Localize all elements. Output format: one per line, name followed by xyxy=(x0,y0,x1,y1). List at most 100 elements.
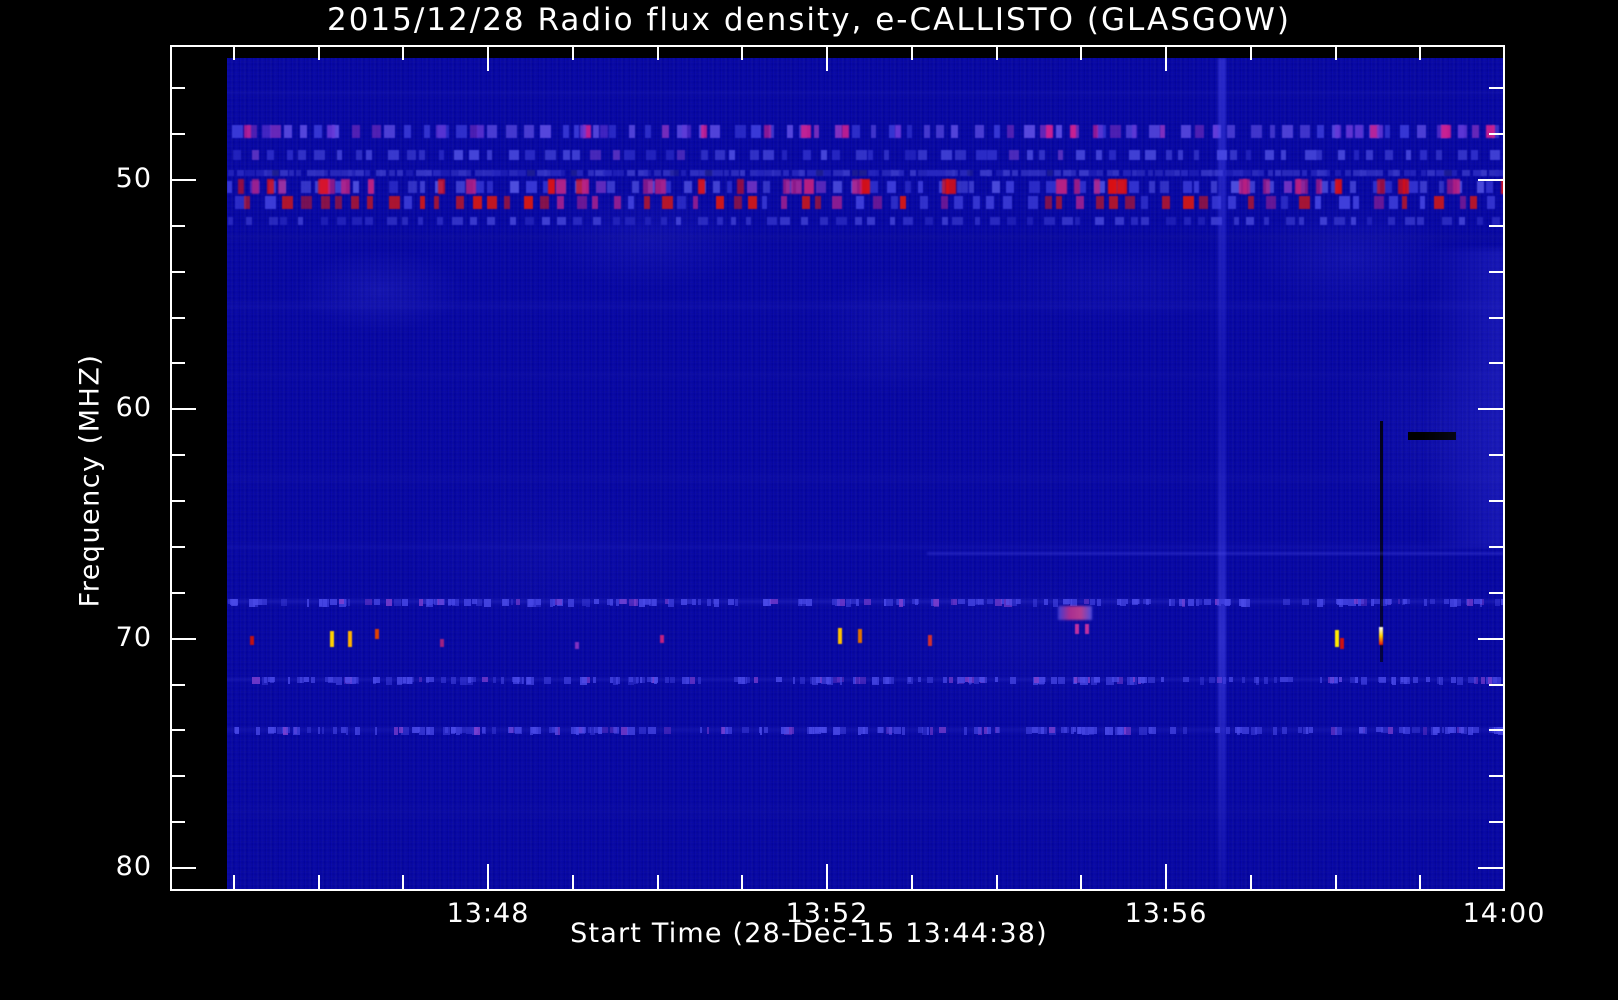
rfi-spot xyxy=(314,125,322,139)
rfi-spot xyxy=(524,149,535,160)
rfi-hot-spot xyxy=(1376,178,1385,194)
rfi-hot-spot xyxy=(466,178,477,194)
rfi-spot xyxy=(572,217,582,226)
speckle xyxy=(1436,676,1441,684)
rfi-spot xyxy=(1039,149,1045,160)
speckle xyxy=(950,598,953,606)
speckle xyxy=(721,727,725,734)
rfi-spot xyxy=(571,170,581,177)
rfi-spot xyxy=(1200,170,1212,177)
rfi-spot xyxy=(509,149,520,160)
x-tick-49-minor xyxy=(571,45,574,60)
rfi-spot xyxy=(540,125,552,139)
speckle xyxy=(1182,676,1190,683)
speckle xyxy=(249,598,255,607)
rfi-spot xyxy=(681,170,687,177)
speckle xyxy=(734,676,742,683)
rfi-spot xyxy=(1227,125,1236,139)
rfi-spot xyxy=(371,125,381,139)
rfi-spot xyxy=(365,217,374,226)
speckle xyxy=(857,727,861,736)
speckle xyxy=(1235,727,1243,733)
speckle xyxy=(832,676,840,684)
rfi-spot xyxy=(986,170,992,177)
speckle xyxy=(1423,598,1427,606)
rfi-spot xyxy=(960,170,971,177)
rfi-spot xyxy=(1384,125,1390,139)
rfi-spot xyxy=(1194,149,1200,160)
rfi-spot xyxy=(588,170,595,177)
rfi-spot xyxy=(907,125,913,139)
speckle xyxy=(964,727,968,735)
speckle xyxy=(1412,676,1418,683)
speckle xyxy=(1495,598,1501,607)
rfi-spot xyxy=(451,217,463,226)
speckle xyxy=(599,727,603,734)
rfi-spot xyxy=(882,170,894,177)
rfi-hot-spot xyxy=(655,178,666,194)
speckle xyxy=(819,676,822,684)
speckle xyxy=(856,598,859,607)
rfi-hot-spot xyxy=(367,178,375,194)
speckle xyxy=(1168,598,1171,606)
rfi-spot xyxy=(1039,125,1051,139)
rfi-spot xyxy=(910,170,917,177)
speckle xyxy=(627,727,635,735)
rfi-spot xyxy=(956,180,968,193)
rfi-spot xyxy=(1405,217,1416,226)
rfi-spot xyxy=(1012,170,1019,177)
speckle xyxy=(517,676,523,684)
rfi-spot xyxy=(1268,170,1274,177)
rfi-spot xyxy=(351,125,360,139)
rfi-spot xyxy=(227,170,234,177)
speckle xyxy=(763,727,768,734)
rfi-spot xyxy=(699,170,707,177)
rfi-spot xyxy=(1188,170,1199,177)
speckle xyxy=(310,676,315,683)
rfi-spot xyxy=(938,180,945,193)
speckle xyxy=(1084,598,1090,605)
rfi-spot xyxy=(247,125,258,139)
rfi-spot xyxy=(365,170,371,177)
rfi-spot xyxy=(628,196,635,210)
rfi-spot xyxy=(351,196,360,210)
rfi-spot xyxy=(749,170,758,177)
rfi-spot xyxy=(486,125,497,139)
rfi-spot xyxy=(612,217,620,226)
rfi-hot-spot xyxy=(278,178,286,194)
speckle xyxy=(1169,727,1176,735)
rfi-spot xyxy=(1285,217,1295,226)
speckle xyxy=(1371,598,1374,606)
speckle xyxy=(401,676,409,684)
rfi-spot xyxy=(1107,170,1113,177)
rfi-spot xyxy=(1338,196,1350,210)
speckle xyxy=(840,727,846,734)
speckle xyxy=(261,676,269,685)
y-tick-72-minor xyxy=(1489,683,1504,686)
speckle xyxy=(283,727,287,734)
rfi-spot xyxy=(782,149,788,160)
rfi-spot xyxy=(890,170,900,177)
speckle xyxy=(754,676,759,684)
speckle xyxy=(1132,598,1140,605)
speckle xyxy=(837,598,845,607)
rfi-spot xyxy=(1108,196,1118,210)
speckle xyxy=(593,727,601,734)
speckle xyxy=(1355,676,1358,684)
speckle xyxy=(1072,727,1077,733)
speckle xyxy=(1253,676,1260,684)
rfi-spot xyxy=(1319,180,1328,193)
rfi-spot xyxy=(627,170,636,177)
rfi-spot xyxy=(263,170,273,177)
speckle xyxy=(862,727,868,735)
rfi-hot-spot xyxy=(701,124,707,138)
rfi-spot xyxy=(855,217,863,226)
speckle xyxy=(785,727,794,735)
rfi-spot xyxy=(1367,170,1378,177)
page-title: 2015/12/28 Radio flux density, e-CALLIST… xyxy=(326,2,1292,38)
speckle xyxy=(510,598,514,605)
rfi-spot xyxy=(1126,125,1137,139)
speckle xyxy=(863,598,871,605)
speckle xyxy=(1126,676,1134,685)
speckle xyxy=(555,727,558,735)
